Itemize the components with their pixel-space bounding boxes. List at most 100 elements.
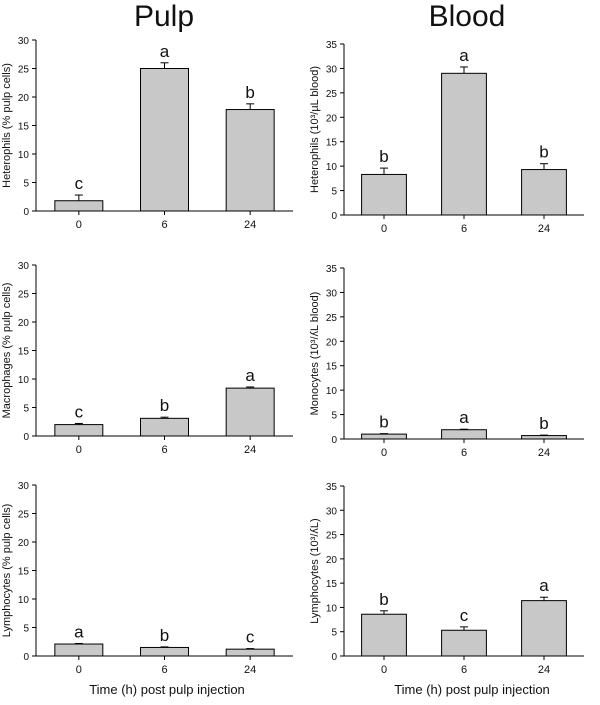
bar — [441, 629, 487, 657]
y-tick-label: 15 — [326, 138, 338, 149]
x-tick-label: 24 — [538, 664, 550, 676]
bar — [54, 424, 104, 437]
x-tick-label: 6 — [461, 223, 467, 235]
y-tick-label: 30 — [18, 36, 30, 47]
significance-letter: a — [74, 622, 84, 641]
y-tick-label: 10 — [326, 603, 338, 614]
x-axis-label-blood: Time (h) post pulp injection — [394, 682, 550, 697]
x-axis-label-pulp: Time (h) post pulp injection — [89, 682, 245, 697]
bar — [225, 648, 275, 657]
x-tick-label: 6 — [161, 444, 167, 456]
bar — [361, 173, 407, 216]
column-title-pulp: Pulp — [134, 0, 194, 33]
significance-letter: b — [379, 413, 388, 432]
y-tick-label: 5 — [23, 624, 29, 635]
significance-letter: a — [160, 42, 170, 61]
y-tick-label: 15 — [326, 579, 338, 590]
y-tick-label: 20 — [326, 113, 338, 124]
column-title-blood: Blood — [429, 0, 506, 33]
chart-panel-4: 0 5 10 15 20 25 30 Lymphocytes (% pulp cells) a 0… — [1, 481, 293, 676]
y-axis-label: Heterophils (10³/µL blood) — [309, 66, 321, 193]
y-tick-label: 25 — [18, 510, 30, 521]
x-tick-label: 0 — [381, 664, 387, 676]
y-tick-label: 15 — [326, 362, 338, 373]
y-tick-label: 0 — [23, 207, 29, 218]
y-tick-label: 10 — [326, 386, 338, 397]
y-tick-label: 35 — [326, 40, 338, 51]
x-tick-label: 0 — [76, 664, 82, 676]
x-tick-label: 0 — [76, 219, 82, 231]
bar — [225, 109, 275, 212]
y-tick-label: 5 — [331, 411, 337, 422]
x-tick-label: 6 — [461, 664, 467, 676]
y-tick-label: 20 — [326, 555, 338, 566]
significance-letter: b — [539, 414, 548, 433]
significance-letter: b — [160, 626, 169, 645]
bar — [521, 600, 567, 657]
y-tick-label: 35 — [326, 482, 338, 493]
y-tick-label: 15 — [18, 122, 30, 133]
significance-letter: a — [539, 576, 549, 595]
significance-letter: b — [539, 143, 548, 162]
bar — [441, 429, 487, 440]
y-tick-label: 20 — [18, 93, 30, 104]
y-tick-label: 0 — [23, 652, 29, 663]
chart-panel-0: 0 5 10 15 20 25 30 Heterophils (% pulp cells) c 0… — [1, 36, 293, 231]
y-tick-label: 30 — [326, 64, 338, 75]
y-tick-label: 25 — [326, 531, 338, 542]
significance-letter: a — [245, 366, 255, 385]
chart-panel-5: 0 5 10 15 20 25 30 35 Lymphocytes (10³/ʎL) b 0 c 6 a 2… — [309, 482, 584, 676]
significance-letter: a — [459, 46, 469, 65]
x-tick-label: 0 — [381, 447, 387, 459]
y-tick-label: 0 — [331, 652, 337, 663]
y-tick-label: 15 — [18, 567, 30, 578]
y-tick-label: 25 — [18, 65, 30, 76]
y-tick-label: 30 — [18, 481, 30, 492]
x-tick-label: 24 — [538, 223, 550, 235]
y-tick-label: 0 — [331, 211, 337, 222]
significance-letter: a — [459, 408, 469, 427]
y-tick-label: 25 — [326, 313, 338, 324]
y-tick-label: 35 — [326, 264, 338, 275]
y-tick-label: 5 — [23, 179, 29, 190]
x-tick-label: 0 — [381, 223, 387, 235]
y-tick-label: 0 — [331, 435, 337, 446]
y-tick-label: 5 — [331, 187, 337, 198]
x-tick-label: 0 — [76, 444, 82, 456]
y-tick-label: 10 — [326, 162, 338, 173]
bar — [54, 643, 104, 657]
y-tick-label: 15 — [18, 347, 30, 358]
y-tick-label: 20 — [18, 318, 30, 329]
y-tick-label: 10 — [18, 150, 30, 161]
chart-panel-1: 0 5 10 15 20 25 30 35 Heterophils (10³/µL blood)… — [309, 40, 584, 235]
significance-letter: b — [379, 590, 388, 609]
x-tick-label: 24 — [244, 444, 256, 456]
significance-letter: b — [245, 83, 254, 102]
significance-letter: c — [246, 628, 255, 647]
y-tick-label: 10 — [18, 375, 30, 386]
significance-letter: c — [460, 606, 469, 625]
y-tick-label: 30 — [18, 261, 30, 272]
bar — [54, 200, 104, 212]
bar — [361, 613, 407, 657]
significance-letter: c — [75, 174, 84, 193]
significance-letter: b — [160, 396, 169, 415]
y-tick-label: 5 — [331, 628, 337, 639]
y-tick-label: 0 — [23, 432, 29, 443]
y-tick-label: 10 — [18, 595, 30, 606]
bar — [521, 435, 567, 440]
significance-letter: b — [379, 147, 388, 166]
y-tick-label: 25 — [18, 290, 30, 301]
y-tick-label: 20 — [18, 538, 30, 549]
y-tick-label: 30 — [326, 506, 338, 517]
bar — [361, 433, 407, 440]
bar — [521, 169, 567, 216]
chart-panel-2: 0 5 10 15 20 25 30 Macrophages (% pulp cells) c 0… — [1, 261, 293, 456]
chart-panel-3: 0 5 10 15 20 25 30 35 Monocytes (10³/ʎL blood) b 0… — [309, 264, 584, 459]
bar — [441, 72, 487, 216]
x-tick-label: 24 — [538, 447, 550, 459]
y-tick-label: 20 — [326, 337, 338, 348]
x-tick-label: 6 — [161, 219, 167, 231]
x-tick-label: 24 — [244, 664, 256, 676]
x-tick-label: 6 — [161, 664, 167, 676]
